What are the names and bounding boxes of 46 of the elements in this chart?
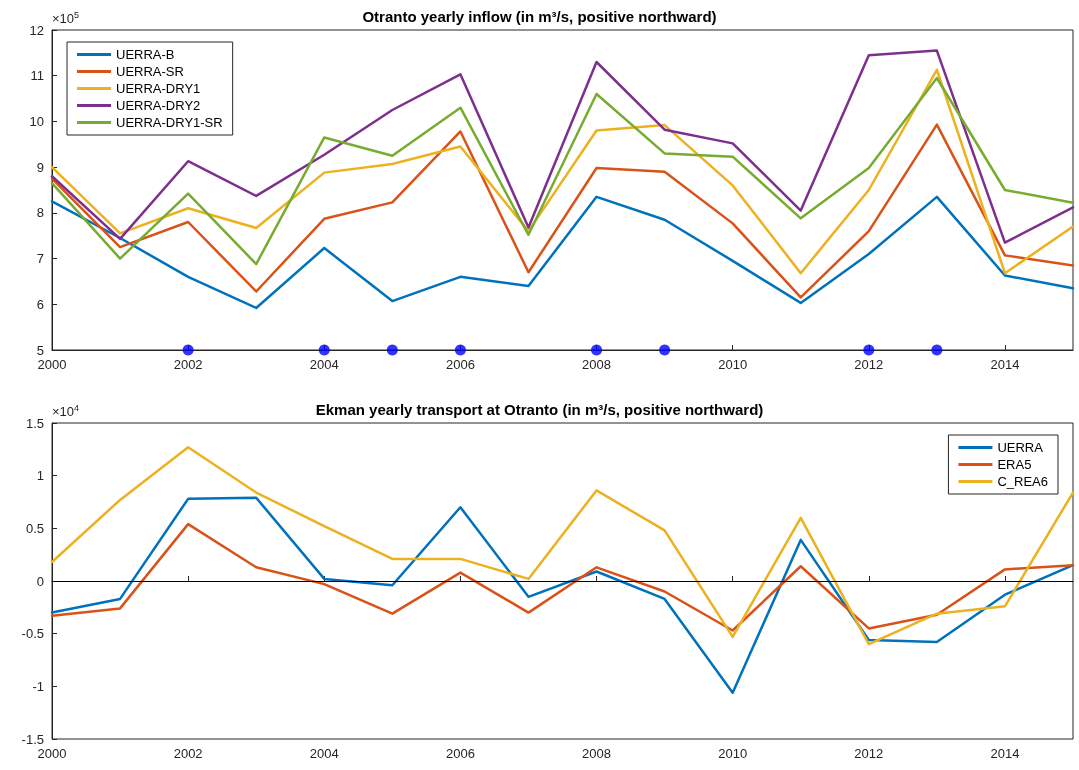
legend-label: ERA5 xyxy=(997,457,1032,472)
y-tick-label: 8 xyxy=(36,205,44,221)
y-tick-label: -0.5 xyxy=(21,626,44,642)
x-tick-label: 2004 xyxy=(309,357,339,372)
y-tick-label: 1.5 xyxy=(25,415,44,431)
y-tick-label: 10 xyxy=(29,113,44,129)
x-tick-label: 2014 xyxy=(990,357,1020,372)
y-tick-label: 1 xyxy=(36,468,44,484)
line-series xyxy=(50,195,1075,310)
y-tick-label: 0 xyxy=(36,573,44,589)
line-series xyxy=(50,49,1075,244)
x-tick-label: 2006 xyxy=(445,746,475,761)
y-tick-label: 0.5 xyxy=(25,520,44,536)
legend-label: UERRA-DRY1-SR xyxy=(116,115,223,130)
x-tick-label: 2014 xyxy=(990,746,1020,761)
x-tick-label: 2010 xyxy=(718,746,748,761)
line-series xyxy=(50,496,1075,694)
legend-label: UERRA-B xyxy=(116,47,175,62)
x-tick-label: 2002 xyxy=(173,357,203,372)
x-tick-label: 2000 xyxy=(37,357,67,372)
legend-label: C_REA6 xyxy=(997,474,1048,489)
line-series xyxy=(50,445,1075,646)
y-tick-label: 7 xyxy=(36,251,44,267)
x-tick-label: 2000 xyxy=(37,746,67,761)
y-tick-label: 11 xyxy=(30,68,44,84)
x-tick-label: 2010 xyxy=(718,357,748,372)
chart-title: Otranto yearly inflow (in m³/s, positive northward) xyxy=(362,8,717,25)
legend-label: UERRA-SR xyxy=(116,64,184,79)
x-tick-label: 2004 xyxy=(309,746,339,761)
legend-label: UERRA-DRY1 xyxy=(116,81,201,96)
y-tick-label: 12 xyxy=(29,22,44,38)
x-tick-label: 2012 xyxy=(854,746,884,761)
x-tick-label: 2008 xyxy=(582,357,611,372)
y-tick-label: 6 xyxy=(36,296,44,312)
line-series xyxy=(50,522,1075,632)
y-tick-label: -1 xyxy=(32,678,44,694)
legend-label: UERRA-DRY2 xyxy=(116,98,201,113)
x-tick-label: 2008 xyxy=(582,746,611,761)
y-tick-label: 5 xyxy=(36,342,44,358)
x-tick-label: 2002 xyxy=(173,746,203,761)
legend-label: UERRA xyxy=(997,440,1044,455)
x-tick-label: 2012 xyxy=(854,357,884,372)
y-tick-label: -1.5 xyxy=(21,731,44,747)
chart-title: Ekman yearly transport at Otranto (in m³/s, positive northward) xyxy=(315,401,764,418)
x-tick-label: 2006 xyxy=(445,357,475,372)
y-tick-label: 9 xyxy=(36,159,44,175)
